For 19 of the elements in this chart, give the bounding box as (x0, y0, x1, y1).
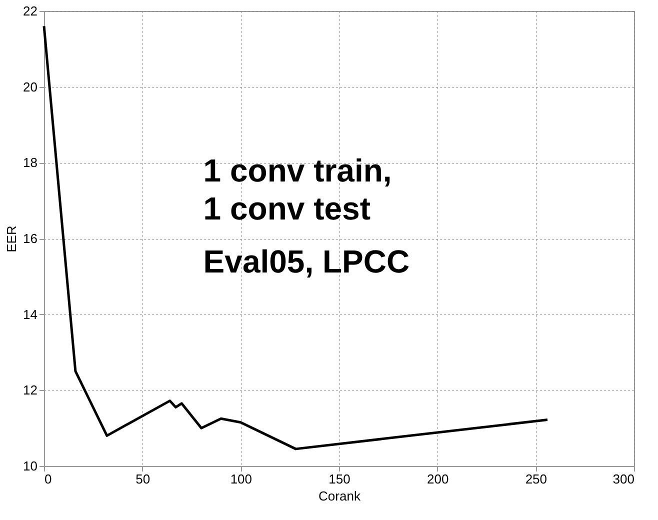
x-tick-label: 300 (612, 472, 634, 486)
x-tick-label: 150 (328, 472, 350, 486)
y-tick-label: 16 (23, 231, 38, 246)
annotation: Eval05, LPCC (203, 244, 410, 280)
y-tick-label: 22 (23, 4, 38, 18)
x-tick-label: 200 (426, 472, 449, 486)
y-tick-label: 20 (23, 79, 38, 94)
x-tick-label: 50 (136, 472, 150, 486)
y-tick-label: 14 (23, 306, 38, 322)
y-tick-label: 12 (23, 382, 38, 398)
line-series (42, 24, 549, 450)
x-tick-label: 0 (44, 472, 52, 486)
y-tick-label: 18 (23, 155, 38, 170)
x-axis-title: Corank (318, 488, 361, 504)
y-tick-label: 10 (23, 458, 38, 474)
y-axis-title: EER (4, 226, 20, 252)
annotation: 1 conv train, 1 conv test (203, 152, 392, 227)
x-tick-label: 250 (525, 472, 548, 486)
x-tick-label: 100 (230, 472, 252, 486)
